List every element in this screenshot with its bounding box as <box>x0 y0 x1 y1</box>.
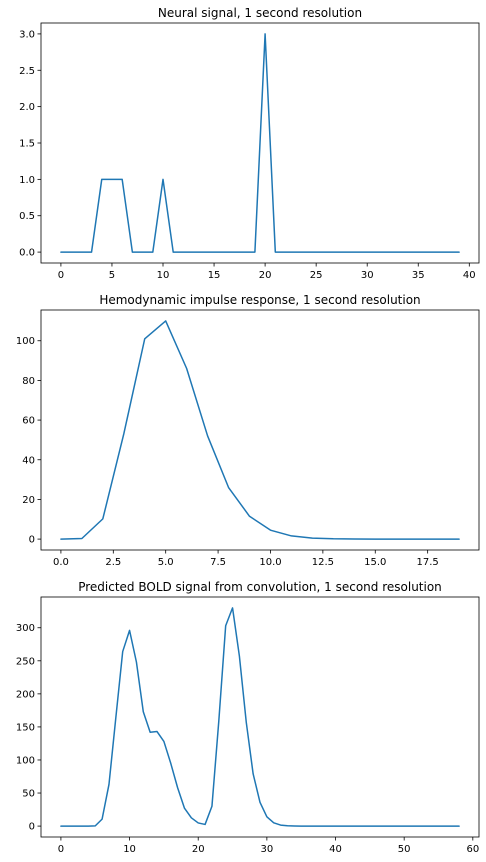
x-tick-label: 5.0 <box>158 557 174 568</box>
x-tick-label: 50 <box>398 844 411 855</box>
series-line <box>60 33 460 253</box>
x-tick-label: 0 <box>58 270 64 281</box>
y-tick-label: 80 <box>22 376 35 387</box>
chart-panel-3: Predicted BOLD signal from convolution, … <box>16 580 480 855</box>
series-line <box>60 320 460 540</box>
y-tick-label: 2.0 <box>19 102 35 113</box>
y-tick-label: 50 <box>22 789 35 800</box>
x-tick-label: 40 <box>329 844 342 855</box>
x-tick-label: 7.5 <box>210 557 226 568</box>
y-tick-label: 0 <box>29 822 35 833</box>
x-tick-label: 40 <box>463 270 476 281</box>
chart-title: Predicted BOLD signal from convolution, … <box>78 580 442 594</box>
y-tick-label: 100 <box>16 336 35 347</box>
x-tick-label: 10 <box>157 270 170 281</box>
chart-title: Neural signal, 1 second resolution <box>158 6 362 20</box>
x-tick-label: 20 <box>192 844 205 855</box>
y-tick-label: 2.5 <box>19 66 35 77</box>
x-tick-label: 15.0 <box>364 557 386 568</box>
y-tick-label: 200 <box>16 689 35 700</box>
y-tick-label: 0.0 <box>19 248 35 259</box>
axes-frame <box>40 309 480 551</box>
x-tick-label: 20 <box>259 270 272 281</box>
y-tick-label: 250 <box>16 656 35 667</box>
y-tick-label: 300 <box>16 623 35 634</box>
x-tick-label: 0.0 <box>53 557 69 568</box>
y-tick-label: 0.5 <box>19 211 35 222</box>
y-tick-label: 100 <box>16 755 35 766</box>
chart-title: Hemodynamic impulse response, 1 second r… <box>99 293 420 307</box>
series-line <box>60 607 460 827</box>
x-tick-label: 10 <box>123 844 136 855</box>
y-tick-label: 20 <box>22 495 35 506</box>
y-tick-label: 60 <box>22 416 35 427</box>
x-tick-label: 60 <box>466 844 479 855</box>
x-tick-label: 25 <box>310 270 323 281</box>
y-tick-label: 150 <box>16 722 35 733</box>
y-tick-label: 0 <box>29 535 35 546</box>
y-tick-label: 1.0 <box>19 175 35 186</box>
x-tick-label: 35 <box>412 270 425 281</box>
x-tick-label: 15 <box>208 270 221 281</box>
x-tick-label: 5 <box>109 270 115 281</box>
y-tick-label: 40 <box>22 455 35 466</box>
y-tick-label: 3.0 <box>19 29 35 40</box>
axes-frame <box>40 596 480 838</box>
x-tick-label: 0 <box>58 844 64 855</box>
x-tick-label: 17.5 <box>417 557 439 568</box>
y-tick-label: 1.5 <box>19 139 35 150</box>
x-tick-label: 30 <box>361 270 374 281</box>
x-tick-label: 30 <box>260 844 273 855</box>
x-tick-label: 2.5 <box>105 557 121 568</box>
x-tick-label: 10.0 <box>259 557 281 568</box>
chart-panel-2: Hemodynamic impulse response, 1 second r… <box>16 293 480 568</box>
chart-panel-1: Neural signal, 1 second resolution 0 5 10 15… <box>19 6 480 281</box>
x-tick-label: 12.5 <box>312 557 334 568</box>
